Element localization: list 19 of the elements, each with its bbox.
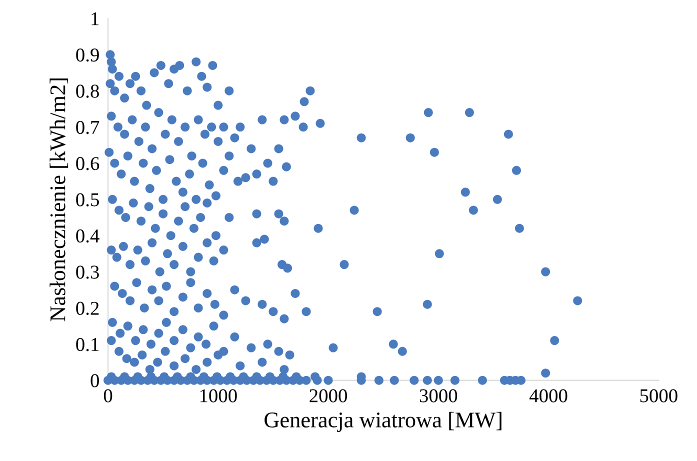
y-tick-label: 0.8 xyxy=(76,84,99,98)
x-tick-label: 4000 xyxy=(529,389,568,402)
x-tick-label: 2000 xyxy=(310,389,347,402)
y-tick-label: 0.9 xyxy=(76,48,99,62)
y-tick-label: 0.4 xyxy=(76,229,100,243)
y-tick-label: 0.1 xyxy=(76,338,99,352)
y-tick-label: 0.7 xyxy=(76,120,100,134)
y-tick-label: 1 xyxy=(92,12,99,26)
y-axis-title: Nasłonecznienie [kWh/m2] xyxy=(50,78,68,322)
y-tick-label: 0.3 xyxy=(76,266,99,279)
y-tick-label: 0.2 xyxy=(76,302,99,315)
y-tick-label: 0.6 xyxy=(76,157,100,170)
y-tick-label: 0.5 xyxy=(76,193,99,206)
x-axis-title: Generacja wiatrowa [MW] xyxy=(264,412,502,432)
y-tick-label: 0 xyxy=(90,374,99,388)
x-tick-label: 0 xyxy=(104,389,112,402)
x-tick-label: 5000 xyxy=(640,389,678,402)
x-tick-label: 3000 xyxy=(420,389,458,402)
x-tick-label: 1000 xyxy=(200,389,237,402)
